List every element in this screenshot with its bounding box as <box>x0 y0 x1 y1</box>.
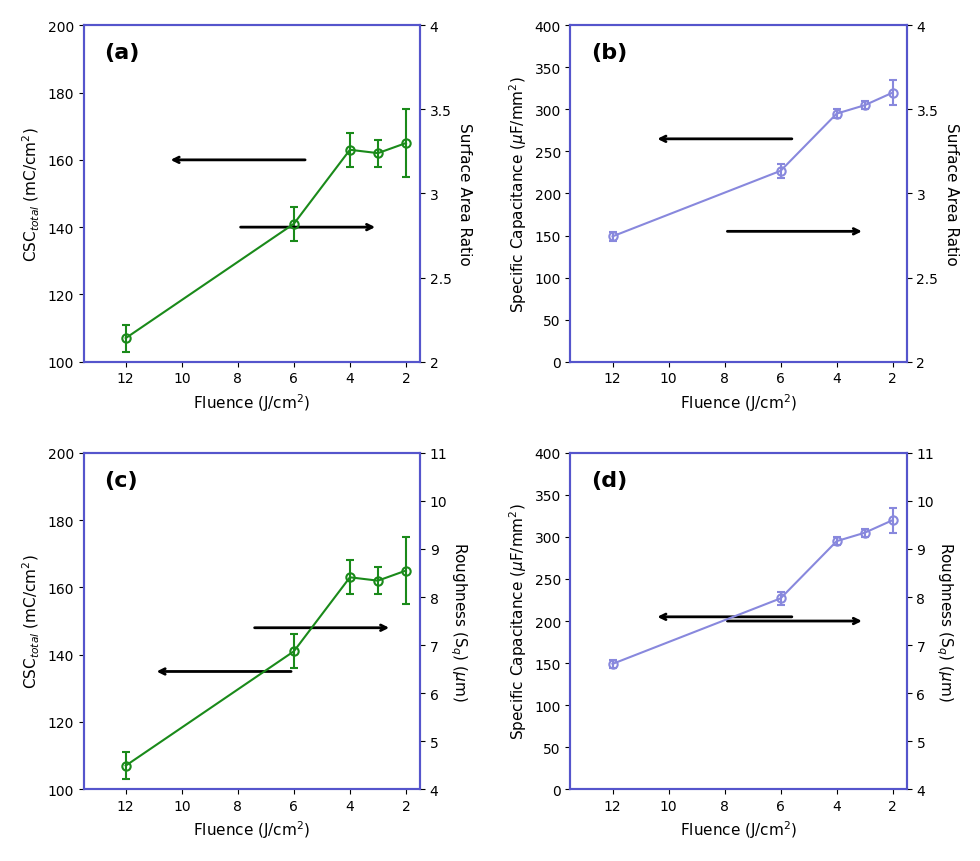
Y-axis label: Surface Area Ratio: Surface Area Ratio <box>944 123 959 265</box>
Y-axis label: CSC$_{total}$ (mC/cm$^2$): CSC$_{total}$ (mC/cm$^2$) <box>21 127 42 262</box>
Text: (c): (c) <box>104 470 137 490</box>
Text: (d): (d) <box>591 470 627 490</box>
X-axis label: Fluence (J/cm$^2$): Fluence (J/cm$^2$) <box>193 819 311 840</box>
Y-axis label: Roughness (S$_q$) ($\mu$m): Roughness (S$_q$) ($\mu$m) <box>935 542 956 701</box>
Y-axis label: Specific Capacitance ($\mu$F/mm$^2$): Specific Capacitance ($\mu$F/mm$^2$) <box>507 503 529 740</box>
Y-axis label: CSC$_{total}$ (mC/cm$^2$): CSC$_{total}$ (mC/cm$^2$) <box>21 554 42 689</box>
Y-axis label: Roughness (S$_q$) ($\mu$m): Roughness (S$_q$) ($\mu$m) <box>448 542 468 701</box>
Text: (b): (b) <box>591 43 627 63</box>
X-axis label: Fluence (J/cm$^2$): Fluence (J/cm$^2$) <box>680 819 797 840</box>
X-axis label: Fluence (J/cm$^2$): Fluence (J/cm$^2$) <box>680 392 797 413</box>
Y-axis label: Specific Capacitance ($\mu$F/mm$^2$): Specific Capacitance ($\mu$F/mm$^2$) <box>507 76 529 313</box>
X-axis label: Fluence (J/cm$^2$): Fluence (J/cm$^2$) <box>193 392 311 413</box>
Y-axis label: Surface Area Ratio: Surface Area Ratio <box>458 123 472 265</box>
Text: (a): (a) <box>104 43 139 63</box>
